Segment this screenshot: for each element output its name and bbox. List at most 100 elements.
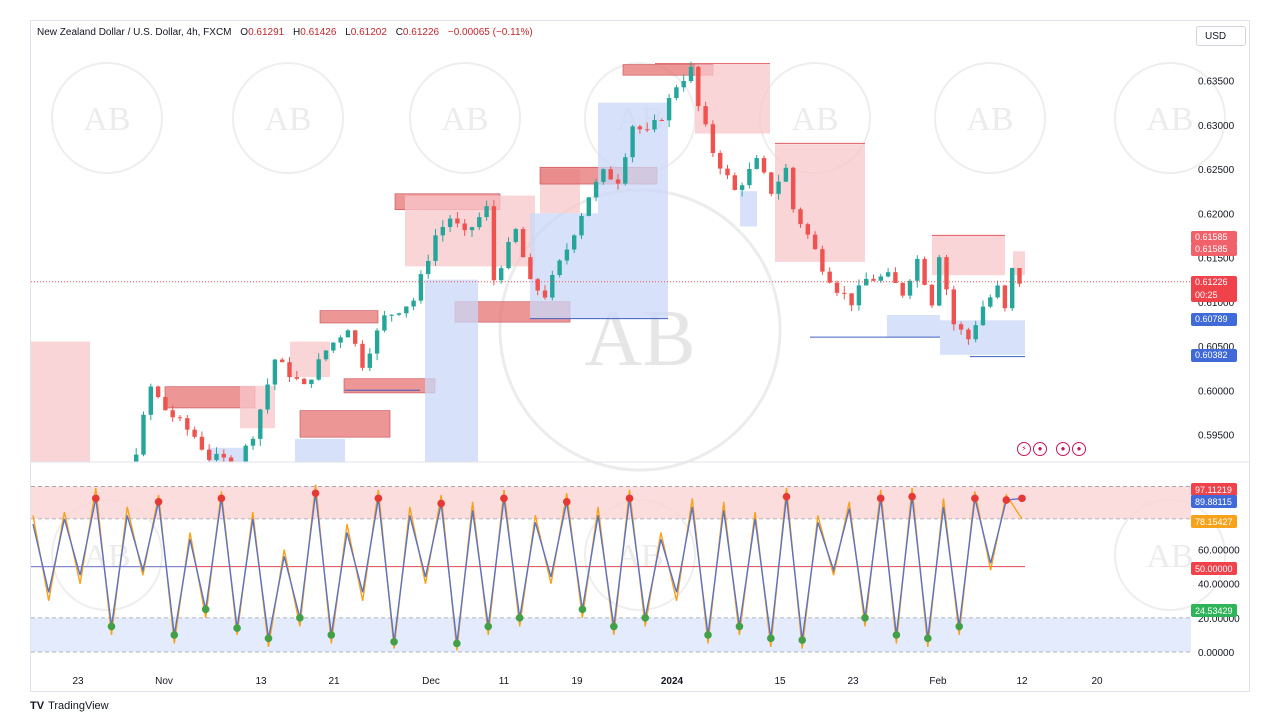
- oversold-zone: [31, 617, 1191, 652]
- candle-body: [236, 466, 240, 467]
- candle-body: [681, 81, 686, 88]
- candle-body: [958, 324, 964, 330]
- candle-body: [674, 87, 679, 99]
- price-badge: 0.60789: [1191, 313, 1237, 326]
- candle-body: [798, 209, 803, 225]
- bearish-zone: [31, 341, 90, 462]
- candle-body: [805, 224, 810, 235]
- time-tick-label: 13: [255, 676, 267, 687]
- tradingview-footer[interactable]: TV TradingView: [30, 700, 109, 712]
- watermark-ring: [232, 62, 344, 174]
- overbought-dot: [562, 497, 571, 506]
- overbought-dot: [908, 492, 916, 501]
- price-tick-label: 0.63500: [1198, 77, 1235, 88]
- bearish-zone: [299, 410, 391, 438]
- currency-button[interactable]: USD: [1196, 26, 1246, 46]
- candle-body: [83, 477, 87, 483]
- osc-tick-label: 60.00000: [1198, 546, 1240, 557]
- candle-body: [783, 167, 789, 182]
- overbought-dot: [1002, 496, 1011, 504]
- osc-tick-label: 0.00000: [1198, 648, 1235, 659]
- us-flag-icon[interactable]: ●: [1056, 442, 1070, 456]
- watermark-text: AB: [1146, 538, 1193, 575]
- candle-body: [192, 429, 197, 437]
- countdown-label: 00:25: [1195, 290, 1218, 300]
- candle-body: [557, 260, 562, 276]
- candle-body: [272, 359, 278, 385]
- candle-body: [893, 272, 898, 284]
- candle-body: [688, 66, 694, 82]
- candle-body: [732, 175, 737, 190]
- oversold-dot: [798, 636, 807, 644]
- bearish-zone: [932, 235, 1005, 276]
- overbought-dot: [876, 494, 885, 503]
- osc-level-value: 78.15427: [1195, 517, 1233, 527]
- watermark-text: AB: [791, 101, 838, 138]
- time-tick-label: Nov: [155, 676, 173, 687]
- candle-body: [630, 126, 635, 158]
- osc-level-value: 24.53429: [1195, 606, 1233, 616]
- overbought-zone: [31, 486, 1191, 519]
- candle-body: [367, 353, 372, 368]
- bullish-zone: [740, 191, 757, 227]
- watermark-text: AB: [966, 101, 1013, 138]
- candle-body: [389, 314, 394, 316]
- economic-events-2[interactable]: ● ●: [1056, 442, 1086, 456]
- watermark-layer: ABABABABABABABABABABAB: [51, 62, 1226, 611]
- candle-body: [820, 249, 825, 272]
- candle-body: [426, 260, 431, 275]
- candle-body: [39, 474, 43, 477]
- time-tick-label: 19: [571, 676, 583, 687]
- candle-body: [76, 477, 80, 480]
- overbought-dot: [971, 494, 979, 503]
- candle-body: [513, 229, 518, 242]
- overbought-dot: [311, 489, 320, 498]
- candle-body: [506, 241, 511, 269]
- price-tick-label: 0.61500: [1198, 254, 1235, 265]
- candle-body: [455, 218, 460, 224]
- lightning-icon[interactable]: ⚡: [1017, 442, 1031, 456]
- candle-body: [396, 313, 402, 315]
- watermark-text: AB: [83, 101, 130, 138]
- us-flag-icon[interactable]: ●: [1072, 442, 1086, 456]
- osc-level-value: 89.88115: [1195, 497, 1232, 507]
- oscillator-axis: 60.00000 40.00000 20.00000 0.00000 97.11219 8…: [1191, 483, 1240, 659]
- oversold-dot: [735, 622, 744, 631]
- candle-body: [725, 168, 730, 176]
- candle-body: [637, 126, 643, 130]
- price-badge: 0.61585: [1191, 243, 1237, 256]
- candle-body: [141, 414, 146, 455]
- bullish-zone: [295, 438, 345, 462]
- chart-frame: [30, 20, 1250, 692]
- candle-body: [221, 453, 226, 458]
- us-flag-icon[interactable]: ●: [1033, 442, 1047, 456]
- candle-body: [68, 475, 72, 480]
- candle-body: [258, 409, 263, 439]
- overbought-dot: [500, 494, 508, 503]
- candle-body: [739, 185, 745, 190]
- time-tick-label: Dec: [422, 676, 440, 687]
- candle-body: [718, 153, 723, 169]
- candle-body: [747, 168, 752, 186]
- overbought-dot: [374, 494, 383, 503]
- candle-body: [710, 124, 716, 154]
- economic-events-1[interactable]: ⚡ ●: [1017, 442, 1047, 456]
- candle-body: [404, 306, 409, 314]
- candle-body: [572, 235, 577, 250]
- candle-body: [323, 350, 329, 360]
- time-axis: 23 Nov 13 21 Dec 11 19 2024 15 23 Feb 12 20: [72, 676, 1103, 687]
- oversold-dot: [704, 631, 712, 639]
- osc-slow-line: [32, 493, 1023, 644]
- candle-body: [411, 300, 416, 307]
- oversold-dot: [861, 614, 869, 622]
- candle-body: [988, 297, 993, 307]
- candle-body: [885, 272, 891, 277]
- candle-body: [119, 475, 123, 480]
- price-tick-label: 0.62500: [1198, 165, 1235, 176]
- symbol-title[interactable]: New Zealand Dollar / U.S. Dollar, 4h, FX…: [37, 27, 232, 38]
- candle-body: [842, 292, 847, 294]
- candle-body: [309, 379, 314, 385]
- price-badge: 0.61226 00:25: [1191, 276, 1237, 302]
- candle-body: [761, 158, 767, 173]
